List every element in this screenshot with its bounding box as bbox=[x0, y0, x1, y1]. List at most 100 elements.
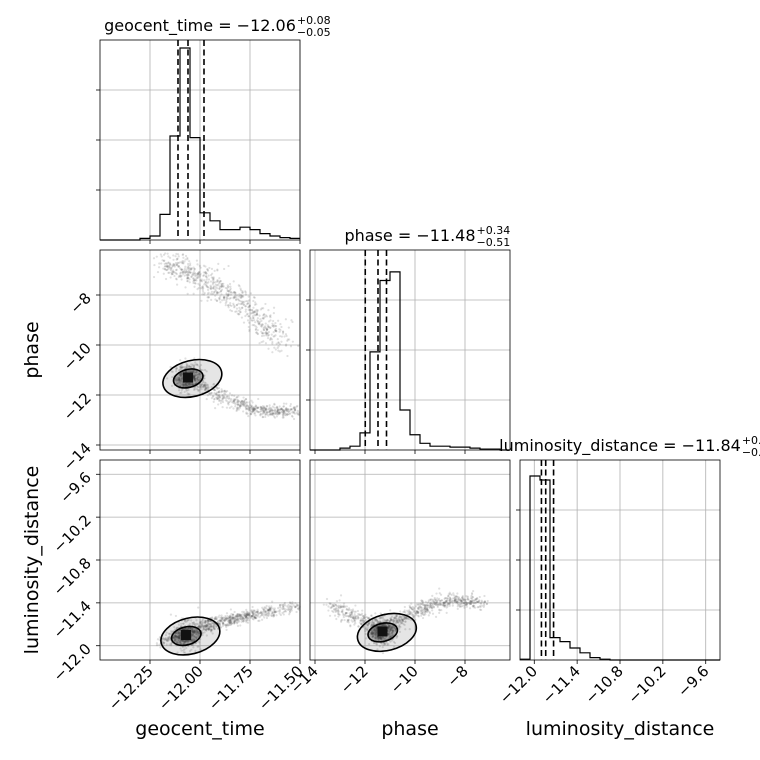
sample-point bbox=[188, 383, 191, 386]
sample-point bbox=[276, 410, 279, 413]
sample-point bbox=[429, 604, 432, 607]
sample-point bbox=[233, 394, 236, 398]
sample-point bbox=[331, 604, 334, 607]
sample-point bbox=[426, 601, 429, 604]
sample-point bbox=[432, 598, 435, 601]
sample-point bbox=[152, 257, 156, 260]
sample-point bbox=[251, 405, 254, 408]
sample-point bbox=[262, 411, 265, 415]
sample-point bbox=[240, 296, 243, 299]
sample-point bbox=[220, 285, 224, 288]
sample-point bbox=[281, 603, 285, 606]
sample-point bbox=[432, 605, 435, 608]
sample-point bbox=[245, 614, 248, 617]
y-axis-label-phase: phase bbox=[21, 321, 43, 378]
sample-point bbox=[215, 392, 218, 395]
sample-point bbox=[267, 608, 270, 611]
sample-point bbox=[389, 640, 392, 643]
sample-point bbox=[184, 286, 187, 289]
sample-point bbox=[258, 619, 261, 622]
sample-point bbox=[390, 619, 393, 622]
sample-point bbox=[220, 617, 223, 620]
sample-point bbox=[277, 341, 280, 344]
sample-point bbox=[350, 611, 353, 615]
sample-point bbox=[272, 312, 275, 315]
sample-point bbox=[178, 377, 181, 380]
sample-point bbox=[197, 276, 200, 279]
sample-point bbox=[243, 617, 246, 621]
sample-point bbox=[292, 411, 295, 415]
sample-point bbox=[258, 320, 261, 324]
sample-point bbox=[274, 409, 277, 412]
sample-point bbox=[240, 615, 243, 619]
sample-point bbox=[264, 610, 267, 613]
sample-point bbox=[206, 383, 209, 386]
sample-point bbox=[194, 386, 197, 389]
sample-point bbox=[234, 614, 237, 617]
sample-point bbox=[468, 602, 471, 605]
sample-point bbox=[472, 601, 475, 604]
sample-point bbox=[217, 391, 220, 394]
sample-point bbox=[291, 340, 294, 343]
sample-point bbox=[245, 616, 248, 619]
x-tick-label: −12.25 bbox=[105, 662, 157, 714]
sample-point bbox=[236, 398, 239, 402]
sample-point bbox=[424, 603, 427, 607]
sample-point bbox=[206, 623, 209, 626]
sample-point bbox=[373, 627, 376, 630]
sample-point bbox=[193, 631, 196, 634]
sample-point bbox=[175, 635, 178, 639]
sample-point bbox=[246, 300, 249, 303]
sample-point bbox=[211, 632, 214, 635]
sample-point bbox=[431, 609, 434, 612]
sample-point bbox=[192, 375, 196, 378]
sample-point bbox=[409, 612, 412, 615]
sample-point bbox=[285, 409, 289, 412]
sample-point bbox=[174, 634, 178, 638]
sample-point bbox=[232, 302, 235, 305]
sample-point bbox=[196, 388, 199, 391]
sample-point bbox=[201, 288, 204, 291]
sample-point bbox=[171, 270, 175, 273]
sample-point bbox=[226, 287, 229, 290]
sample-point bbox=[442, 603, 445, 606]
sample-point bbox=[461, 599, 464, 602]
sample-point bbox=[244, 314, 247, 318]
sample-point bbox=[407, 611, 410, 614]
sample-point bbox=[183, 640, 186, 643]
sample-point bbox=[177, 264, 180, 268]
sample-point bbox=[176, 636, 179, 639]
sample-point bbox=[239, 294, 243, 297]
sample-point bbox=[219, 280, 222, 283]
sample-point bbox=[344, 611, 347, 615]
sample-point bbox=[391, 630, 394, 633]
sample-point bbox=[177, 255, 180, 258]
y-tick-label: −10 bbox=[60, 339, 95, 374]
sample-point bbox=[187, 274, 190, 277]
sample-point bbox=[391, 629, 394, 632]
sample-point bbox=[215, 617, 218, 620]
sample-point bbox=[179, 642, 182, 645]
sample-point bbox=[174, 635, 177, 638]
sample-point bbox=[232, 620, 236, 623]
sample-point bbox=[228, 616, 231, 619]
sample-point bbox=[329, 606, 332, 609]
sample-point bbox=[278, 330, 281, 333]
sample-point bbox=[205, 623, 208, 626]
sample-point bbox=[360, 622, 363, 626]
sample-point bbox=[174, 255, 177, 258]
sample-point bbox=[438, 587, 441, 590]
sample-point bbox=[264, 610, 267, 613]
sample-point bbox=[229, 619, 232, 622]
sample-point bbox=[246, 319, 250, 322]
sample-point bbox=[332, 610, 335, 614]
sample-point bbox=[197, 271, 201, 274]
sample-point bbox=[191, 628, 194, 631]
sample-point bbox=[226, 295, 230, 298]
sample-point bbox=[175, 370, 178, 373]
sample-point bbox=[366, 629, 369, 632]
sample-point bbox=[235, 614, 238, 618]
sample-point bbox=[233, 620, 236, 623]
sample-point bbox=[176, 382, 179, 385]
sample-point bbox=[469, 600, 472, 604]
